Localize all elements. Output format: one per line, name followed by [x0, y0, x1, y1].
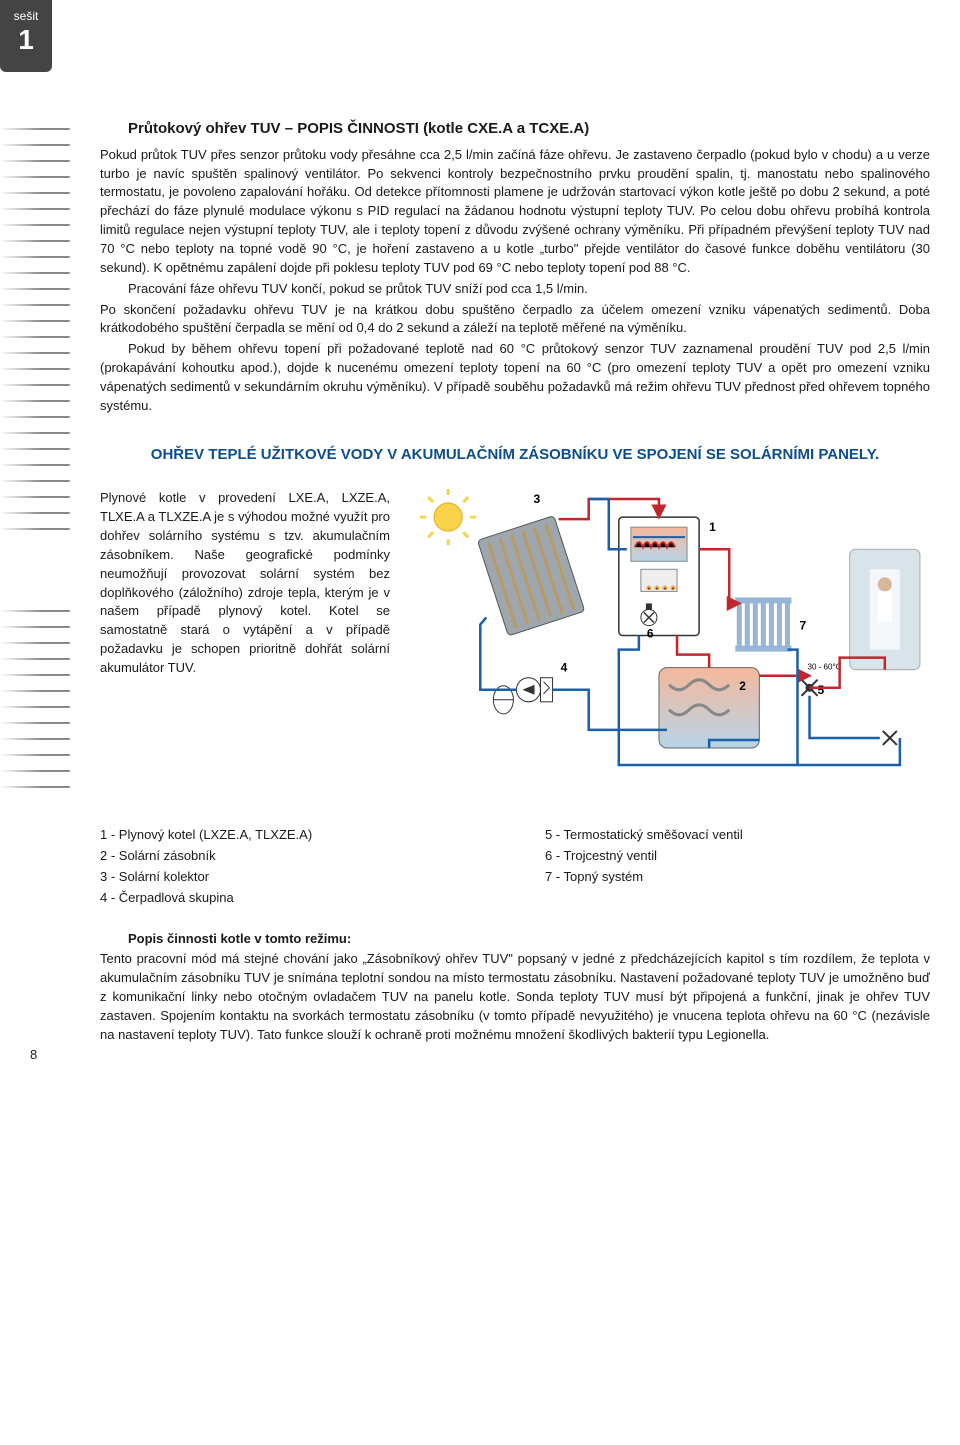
- legend-6: 6 - Trojcestný ventil: [545, 847, 930, 866]
- label-5: 5: [818, 683, 825, 697]
- radiator: [735, 598, 791, 652]
- margin-ticks-2: [0, 610, 70, 802]
- shower-icon: [850, 550, 920, 670]
- legend-5: 5 - Termostatický směšovací ventil: [545, 826, 930, 845]
- pump-group: [493, 678, 552, 714]
- section1-p1: Pokud průtok TUV přes senzor průtoku vod…: [100, 146, 930, 278]
- section1-title: Průtokový ohřev TUV – POPIS ČINNOSTI (ko…: [100, 118, 930, 140]
- label-7: 7: [799, 619, 806, 633]
- legend-7: 7 - Topný systém: [545, 868, 930, 887]
- label-3: 3: [533, 492, 540, 506]
- section2-title: OHŘEV TEPLÉ UŽITKOVÉ VODY V AKUMULAČNÍM …: [100, 444, 930, 466]
- solar-diagram: 3: [408, 489, 930, 786]
- legend-1: 1 - Plynový kotel (LXZE.A, TLXZE.A): [100, 826, 485, 845]
- legend-2: 2 - Solární zásobník: [100, 847, 485, 866]
- solar-collector: [477, 516, 584, 636]
- legend-3: 3 - Solární kolektor: [100, 868, 485, 887]
- label-1: 1: [709, 520, 716, 534]
- label-6: 6: [647, 627, 654, 641]
- temp-label: 30 - 60°C: [808, 663, 842, 672]
- section1-p2: Pracování fáze ohřevu TUV končí, pokud s…: [100, 280, 930, 299]
- sun-icon: [420, 489, 476, 545]
- tab-number: 1: [0, 25, 52, 56]
- solar-text-body: Plynové kotle v provedení LXE.A, LXZE.A,…: [100, 489, 390, 677]
- section1-p4: Pokud by během ohřevu topení při požadov…: [100, 340, 930, 415]
- mode-title: Popis činnosti kotle v tomto režimu:: [100, 930, 930, 949]
- boiler: [619, 517, 699, 635]
- margin-ticks: [0, 128, 70, 544]
- chapter-tab: sešit 1: [0, 0, 52, 72]
- label-2: 2: [739, 679, 746, 693]
- tab-label: sešit: [0, 8, 52, 25]
- solar-text: Plynové kotle v provedení LXE.A, LXZE.A,…: [100, 489, 390, 679]
- label-4: 4: [561, 661, 568, 675]
- legend-4: 4 - Čerpadlová skupina: [100, 889, 485, 908]
- page-number: 8: [30, 1046, 37, 1065]
- mode-body: Tento pracovní mód má stejné chování jak…: [100, 950, 930, 1044]
- section1-p3: Po skončení požadavku ohřevu TUV je na k…: [100, 301, 930, 339]
- legend: 1 - Plynový kotel (LXZE.A, TLXZE.A) 2 - …: [100, 826, 930, 909]
